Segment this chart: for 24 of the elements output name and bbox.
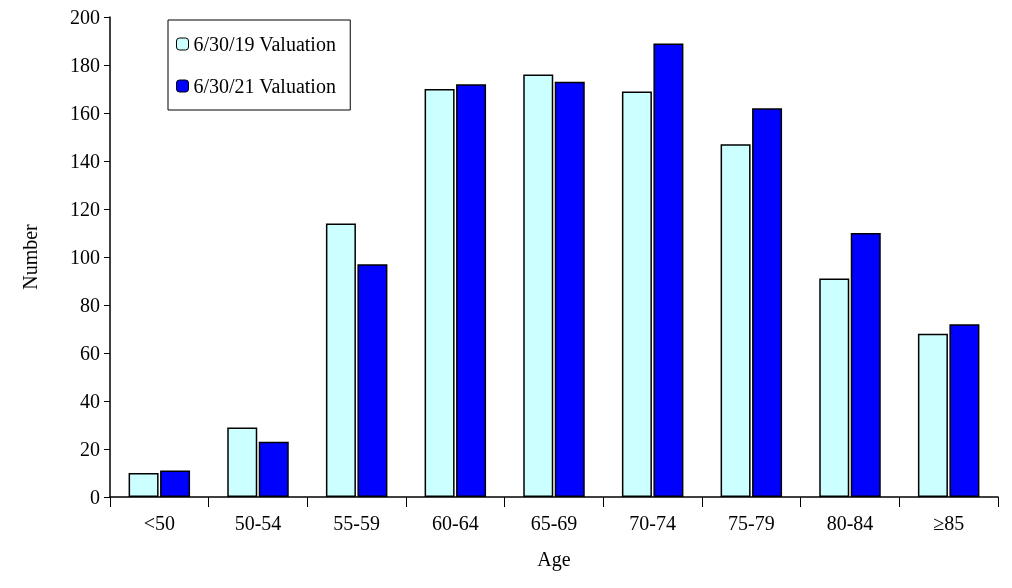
y-tick-label: 0 <box>90 486 100 508</box>
x-tick-label: 50-54 <box>234 512 282 534</box>
x-tick-label: <50 <box>143 512 175 534</box>
y-axis-title: Number <box>19 223 41 290</box>
x-tick-label: ≥85 <box>933 512 965 534</box>
y-tick-label: 80 <box>80 294 100 316</box>
y-tick-label: 140 <box>70 150 100 172</box>
legend-label: 6/30/19 Valuation <box>193 33 336 55</box>
y-tick-label: 40 <box>80 390 100 412</box>
y-tick-label: 60 <box>80 342 100 364</box>
y-tick-label: 160 <box>70 102 100 124</box>
y-tick-label: 180 <box>70 54 100 76</box>
y-tick-label: 200 <box>70 6 100 28</box>
x-tick-label: 55-59 <box>333 512 380 534</box>
legend-label: 6/30/21 Valuation <box>193 75 336 97</box>
y-tick-label: 20 <box>80 438 100 460</box>
x-tick-label: 80-84 <box>826 512 874 534</box>
x-tick-label: 75-79 <box>728 512 775 534</box>
y-tick-label: 100 <box>70 246 100 268</box>
x-tick-label: 65-69 <box>530 512 578 534</box>
y-tick-label: 120 <box>70 198 100 220</box>
x-tick-label: 70-74 <box>629 512 676 534</box>
x-axis-title: Age <box>537 548 571 571</box>
x-tick-label: 60-64 <box>432 512 479 534</box>
